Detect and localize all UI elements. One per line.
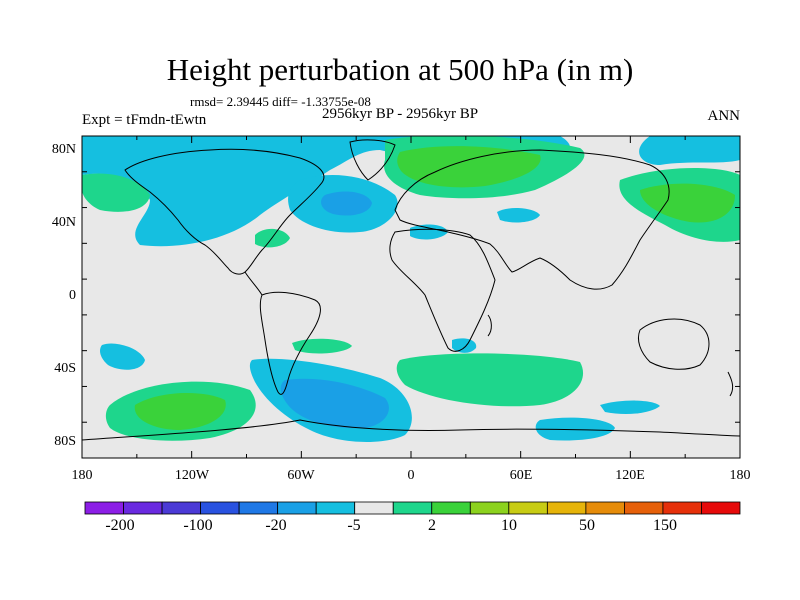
colorbar-swatch: [662, 501, 702, 515]
x-tick-label: 0: [407, 468, 415, 483]
positive-region-south-atlantic: [292, 338, 352, 354]
colorbar-swatch: [277, 501, 317, 515]
colorbar-swatch: [701, 501, 741, 515]
negative-region-arctic: [82, 136, 571, 247]
colorbar-swatch: [315, 501, 356, 515]
positive-core-eurasia: [397, 146, 541, 188]
colorbar-label: 50: [579, 517, 595, 534]
x-tick-label: 180: [71, 468, 93, 483]
colorbar-label: -20: [265, 517, 287, 534]
colorbar-swatch: [84, 501, 124, 515]
colorbar-swatch: [585, 501, 625, 515]
negative-region-south-africa: [452, 338, 477, 353]
positive-core-south-pacific: [134, 393, 226, 430]
negative-core-atlantic: [321, 191, 372, 216]
coastline-south-america: [259, 291, 321, 395]
coastline-eurasia: [394, 149, 670, 290]
map-title: Height perturbation at 500 hPa (in m): [166, 52, 634, 87]
experiment-label: Expt = tFmdn-tEwtn: [82, 112, 207, 128]
colorbar-label: -200: [105, 517, 135, 534]
coastline-africa: [389, 228, 496, 352]
coastline-central-america: [244, 271, 263, 296]
field-layer: [82, 136, 740, 458]
y-tick-label: 0: [69, 288, 76, 303]
negative-region-tasman: [600, 400, 660, 414]
period-label: 2956kyr BP - 2956kyr BP: [322, 106, 479, 122]
negative-core-southern-ocean: [280, 378, 389, 429]
colorbar-swatch: [354, 501, 394, 515]
negative-region-south-pacific: [100, 343, 145, 370]
colorbar-label: 10: [501, 517, 517, 534]
negative-region-indian-ocean: [535, 417, 615, 441]
coastlines: [82, 139, 740, 441]
colorbar-swatch: [546, 501, 587, 515]
colorbar-label: -5: [347, 517, 361, 534]
colorbar-swatch: [161, 501, 201, 515]
season-label: ANN: [707, 108, 741, 124]
negative-region-pacific-east: [639, 136, 740, 165]
negative-region-mediterranean: [410, 224, 448, 240]
colorbar-swatch: [469, 501, 510, 515]
stats-label: rmsd= 2.39445 diff= -1.33755e-08: [190, 94, 371, 109]
coastline-north-america: [124, 148, 325, 275]
colorbar-swatch: [624, 501, 664, 515]
coastline-new-zealand: [727, 371, 734, 397]
y-tick-label: 40N: [51, 215, 76, 230]
x-tick-label: 120E: [615, 468, 645, 483]
x-tick-label: 180: [729, 468, 751, 483]
coastline-greenland: [349, 139, 396, 181]
x-tick-label: 120W: [174, 468, 210, 483]
colorbar-swatch: [200, 501, 240, 515]
colorbar-label: -100: [183, 517, 213, 534]
colorbar-swatch: [431, 501, 471, 515]
x-tick-label: 60E: [509, 468, 533, 483]
colorbar-swatch: [123, 501, 163, 515]
colorbar-label: 150: [653, 517, 677, 534]
colorbar-swatch: [508, 501, 548, 515]
positive-region-south-indian: [396, 353, 584, 407]
x-tick-label: 60W: [287, 468, 315, 483]
positive-core-north-pacific-west: [640, 183, 735, 223]
y-tick-label: 80S: [54, 434, 76, 449]
colorbar-label: 2: [428, 517, 436, 534]
y-tick-label: 40S: [54, 361, 76, 376]
positive-region-north-pacific-east: [82, 173, 150, 212]
y-tick-label: 80N: [51, 142, 76, 157]
coastline-madagascar: [487, 314, 492, 337]
coastline-antarctica: [82, 419, 740, 441]
colorbar-swatch: [392, 501, 433, 515]
colorbar-swatch: [238, 501, 279, 515]
negative-region-europe: [497, 208, 540, 223]
coastline-australia: [637, 318, 710, 370]
axis-ticks: [81, 135, 741, 459]
